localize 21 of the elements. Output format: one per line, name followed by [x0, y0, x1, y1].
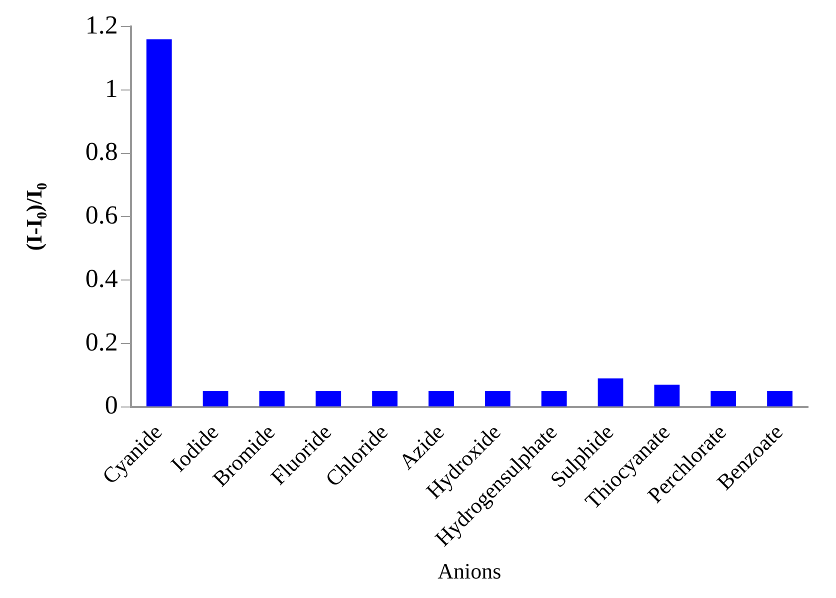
y-tick-label: 0	[104, 390, 118, 420]
bar	[541, 391, 567, 406]
bar	[316, 391, 342, 406]
bar	[767, 391, 792, 406]
bar	[428, 391, 454, 406]
bar	[710, 391, 736, 406]
bar	[259, 391, 285, 406]
y-tick-label: 0.2	[85, 327, 118, 356]
y-tick-label: 0.8	[85, 137, 118, 166]
y-axis-title: (I-I0)/I0	[22, 182, 50, 251]
bar	[598, 378, 624, 406]
x-axis-title: Anions	[438, 558, 502, 584]
bar	[654, 384, 680, 406]
bar	[372, 391, 398, 406]
bar	[202, 391, 228, 406]
y-tick-label: 1.2	[85, 10, 118, 40]
bar	[484, 391, 510, 406]
y-tick-label: 0.4	[85, 264, 118, 293]
y-tick-label: 0.6	[85, 200, 118, 230]
y-tick-label: 1	[104, 74, 118, 103]
bar	[146, 39, 172, 406]
